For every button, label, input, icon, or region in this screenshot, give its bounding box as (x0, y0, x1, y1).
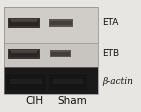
Bar (4, 43, 98, 67)
Bar (4, 7, 98, 43)
Bar (50, 50, 71, 57)
Bar (4, 7, 98, 94)
Text: Sham: Sham (57, 96, 87, 106)
Bar (49, 19, 73, 27)
Bar (8, 18, 40, 28)
Bar (4, 67, 98, 94)
Bar (51, 52, 70, 56)
Bar (9, 20, 39, 26)
Bar (6, 74, 46, 90)
Text: ETB: ETB (102, 49, 119, 58)
Text: β-actin: β-actin (102, 77, 133, 86)
Bar (8, 49, 40, 58)
Bar (11, 50, 37, 53)
Bar (11, 19, 37, 22)
Bar (50, 21, 72, 25)
Bar (9, 51, 39, 57)
Text: ETA: ETA (102, 18, 118, 27)
Bar (10, 79, 42, 84)
Bar (49, 74, 87, 90)
Bar (53, 79, 83, 84)
Text: CIH: CIH (25, 96, 43, 106)
